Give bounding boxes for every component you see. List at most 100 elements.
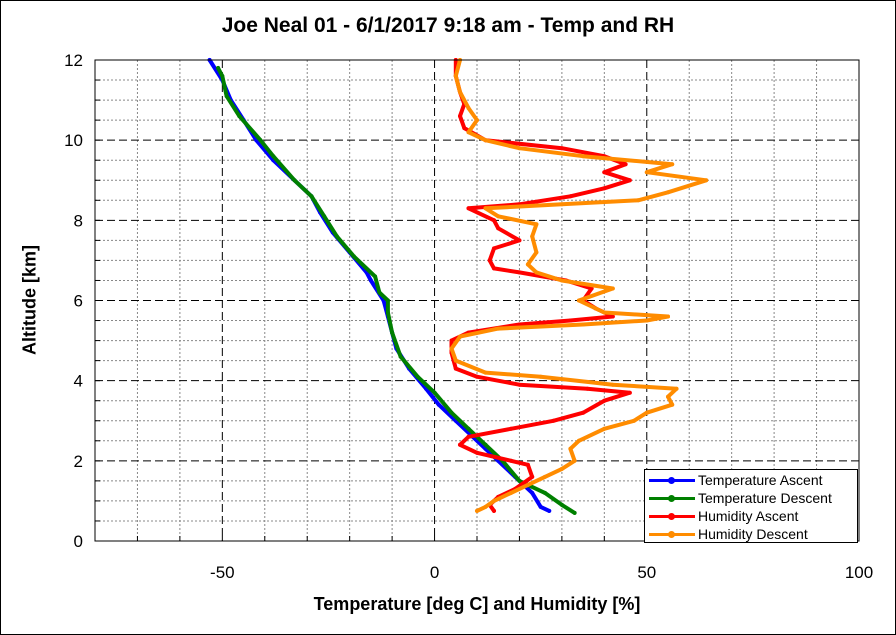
legend-item-temperature-descent: Temperature Descent	[645, 489, 857, 507]
y-tick-label: 4	[74, 372, 83, 391]
data-point	[610, 382, 615, 387]
data-point	[670, 402, 675, 407]
data-point	[525, 482, 530, 487]
data-point	[623, 162, 628, 167]
data-point	[322, 214, 327, 219]
data-point	[602, 398, 607, 403]
data-point	[542, 490, 547, 495]
series-line-temperature-descent	[216, 66, 577, 515]
data-point	[453, 366, 458, 371]
legend-label: Temperature Descent	[698, 490, 832, 506]
legend: Temperature Ascent Temperature Descent H…	[644, 469, 858, 543]
data-point	[559, 466, 564, 471]
data-point	[509, 458, 513, 463]
data-point	[589, 286, 594, 291]
data-point	[517, 270, 522, 275]
data-point	[568, 194, 573, 199]
legend-marker	[668, 513, 675, 520]
data-point	[271, 154, 276, 159]
data-point	[466, 106, 471, 111]
data-point	[368, 278, 373, 283]
data-point	[385, 310, 390, 315]
data-point	[475, 508, 479, 513]
data-point	[610, 314, 615, 319]
data-point	[644, 170, 649, 175]
x-tick-label: 50	[637, 563, 656, 582]
data-point	[334, 234, 339, 239]
data-point	[559, 502, 564, 507]
data-point	[551, 418, 556, 423]
data-point	[436, 402, 441, 407]
data-point	[237, 114, 242, 119]
data-point	[453, 358, 458, 363]
data-point	[636, 198, 641, 203]
data-point	[466, 130, 471, 135]
data-point	[581, 322, 586, 327]
legend-marker	[668, 477, 675, 484]
data-point	[487, 258, 492, 263]
data-point	[530, 474, 535, 479]
series-layer	[207, 58, 709, 515]
data-point	[542, 474, 547, 479]
data-point	[632, 418, 636, 423]
data-point	[547, 508, 552, 513]
data-point	[538, 504, 543, 509]
data-point	[466, 206, 471, 211]
data-point	[530, 490, 535, 495]
y-tick-label: 12	[64, 51, 83, 70]
data-point	[390, 330, 395, 335]
data-point	[309, 194, 314, 199]
data-point	[509, 490, 513, 495]
data-point	[385, 298, 390, 303]
data-point	[496, 214, 501, 219]
data-point	[373, 274, 378, 279]
legend-label: Humidity Descent	[698, 526, 808, 542]
y-axis-label: Altitude [km]	[19, 245, 40, 355]
data-point	[517, 382, 522, 387]
data-point	[475, 374, 479, 379]
y-tick-label: 6	[74, 292, 83, 311]
legend-item-temperature-ascent: Temperature Ascent	[645, 471, 857, 489]
data-point	[666, 394, 670, 399]
data-point	[258, 138, 263, 143]
data-point	[644, 410, 649, 415]
data-point	[377, 290, 382, 295]
data-point	[492, 508, 496, 513]
data-point	[627, 178, 632, 183]
data-point	[581, 154, 586, 159]
data-point	[496, 226, 501, 231]
y-tick-label: 0	[74, 532, 83, 551]
data-point	[466, 434, 471, 439]
data-point	[525, 262, 530, 267]
data-point	[666, 190, 670, 195]
data-point	[224, 94, 229, 99]
data-point	[670, 162, 675, 167]
data-point	[704, 178, 709, 183]
data-point	[644, 318, 649, 323]
legend-marker	[668, 495, 675, 502]
data-point	[610, 286, 615, 291]
data-point	[458, 442, 462, 447]
data-point	[483, 138, 488, 143]
y-tick-label: 2	[74, 452, 83, 471]
data-point	[466, 426, 471, 431]
data-point	[534, 270, 539, 275]
series-line-humidity-descent	[449, 58, 709, 513]
data-point	[530, 234, 535, 239]
data-point	[216, 66, 221, 70]
grid	[94, 59, 860, 542]
data-point	[585, 386, 590, 391]
chart-title: Joe Neal 01 - 6/1/2017 9:18 am - Temp an…	[221, 14, 675, 37]
data-point	[517, 146, 522, 151]
data-point	[568, 446, 573, 451]
data-point	[496, 326, 501, 331]
data-point	[581, 410, 586, 415]
data-point	[517, 322, 522, 327]
data-point	[220, 74, 225, 78]
axes: 0 2 4 6 8 10 12 -50 0 50 100	[64, 51, 873, 582]
data-point	[415, 374, 420, 379]
data-point	[292, 178, 297, 183]
data-point	[351, 254, 356, 259]
data-point	[492, 246, 496, 251]
